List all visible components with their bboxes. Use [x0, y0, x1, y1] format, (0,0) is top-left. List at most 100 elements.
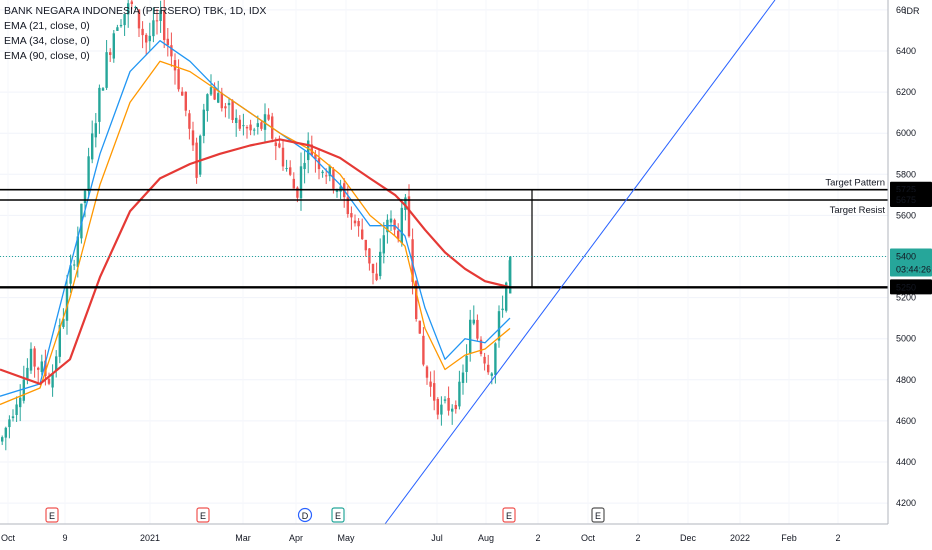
candle-body: [112, 33, 115, 59]
trendline[interactable]: [384, 0, 776, 525]
drawings[interactable]: Target Pattern Target Resist: [0, 0, 888, 525]
candle-body: [357, 220, 360, 227]
candle-body: [51, 374, 54, 388]
time-axis[interactable]: Oct 9 2021 Mar Apr May Jul Aug 2 Oct 2 Dec 2022 Feb 2: [0, 523, 888, 543]
price-tick-label: 6000: [896, 128, 916, 138]
price-tick-label: 6400: [896, 46, 916, 56]
candle-body: [368, 248, 371, 264]
earnings-marker[interactable]: [45, 507, 59, 523]
target-pattern-label: Target Pattern: [825, 178, 885, 189]
time-tick-label: Oct: [581, 533, 596, 543]
price-tick-label: 4800: [896, 375, 916, 385]
candle-body: [422, 335, 425, 365]
candle-body: [155, 20, 159, 22]
candle-body: [267, 114, 270, 120]
candle-body: [454, 404, 457, 410]
candle-body: [8, 419, 11, 428]
target-resist-price-tag-text: 5675: [896, 195, 916, 205]
time-tick-label: Dec: [680, 533, 697, 543]
candle-body: [307, 140, 310, 161]
target-resist-label: Target Resist: [830, 205, 886, 216]
candle-body: [433, 383, 436, 401]
last-price-tag: [890, 248, 932, 277]
candle-body: [195, 142, 198, 178]
candle-body: [429, 381, 432, 387]
candle-body: [177, 69, 180, 90]
candle-body: [415, 280, 418, 320]
time-tick-label: 9: [62, 533, 67, 543]
candle-body: [44, 360, 47, 377]
earnings-marker[interactable]: [331, 507, 345, 523]
candle-body: [303, 162, 306, 170]
candle-body: [245, 126, 249, 129]
time-tick-label: 2: [635, 533, 640, 543]
ema34-legend: EMA (34, close, 0): [4, 35, 90, 47]
candle-body: [11, 416, 15, 419]
candle-body: [285, 168, 288, 170]
candle-body: [263, 114, 267, 130]
candle-body: [22, 379, 25, 401]
dividend-marker[interactable]: [297, 507, 313, 523]
candle-body: [296, 187, 299, 198]
candle-body: [501, 308, 504, 311]
earnings-marker[interactable]: [196, 507, 210, 523]
candle-body: [253, 129, 256, 131]
candle-body: [37, 367, 40, 370]
candle-body: [346, 197, 349, 215]
candle-body: [335, 190, 339, 192]
candle-body: [130, 1, 133, 5]
event-marker-label: E: [506, 511, 512, 521]
candle-body: [310, 144, 313, 156]
candle-body: [314, 154, 317, 160]
candle-body: [83, 190, 87, 204]
candle-body: [170, 45, 173, 57]
candle-body: [371, 263, 375, 274]
candle-body: [227, 102, 231, 106]
candle-body: [163, 10, 166, 41]
support-price-tag: [890, 279, 932, 295]
price-tick-label: 5200: [896, 293, 916, 303]
candle-body: [350, 213, 353, 218]
candle-body: [94, 123, 97, 138]
candle-body: [152, 20, 155, 37]
price-tick-label: 4400: [896, 457, 916, 467]
candle-body: [238, 119, 241, 129]
support-price-tag-text: 5250: [896, 282, 916, 292]
candle-body: [256, 123, 259, 127]
candle-body: [483, 356, 486, 364]
event-marker-label: E: [335, 511, 341, 521]
earnings-marker[interactable]: [591, 507, 605, 523]
candle-body: [80, 203, 83, 239]
last-price-tag-text: 5400: [896, 252, 916, 262]
candle-body: [58, 325, 61, 357]
candle-body: [278, 143, 281, 148]
candle-body: [220, 92, 223, 109]
candle-body: [105, 52, 108, 88]
event-marker-label: E: [200, 511, 206, 521]
candle-body: [116, 27, 119, 31]
candle-body: [65, 287, 69, 321]
candle-body: [19, 397, 22, 408]
time-tick-label: Apr: [289, 533, 303, 543]
earnings-marker[interactable]: [502, 507, 516, 523]
candle-body: [397, 230, 400, 240]
target-resist-price-tag: [890, 191, 932, 207]
candle-body: [375, 273, 378, 280]
price-tick-label: 4600: [896, 416, 916, 426]
candle-body: [55, 356, 58, 371]
candle-body: [224, 106, 227, 109]
candle-body: [458, 381, 461, 407]
candle-body: [33, 348, 36, 367]
candle-body: [465, 355, 468, 373]
ema90-legend: EMA (90, close, 0): [4, 50, 90, 62]
candle-body: [199, 135, 202, 175]
candle-body: [15, 404, 18, 415]
candle-body: [447, 397, 450, 411]
candle-body: [127, 3, 130, 15]
price-tick-label: 4200: [896, 498, 916, 508]
time-tick-label: Oct: [1, 533, 16, 543]
ema-line-3: [0, 138, 511, 385]
candle-body: [490, 373, 493, 376]
